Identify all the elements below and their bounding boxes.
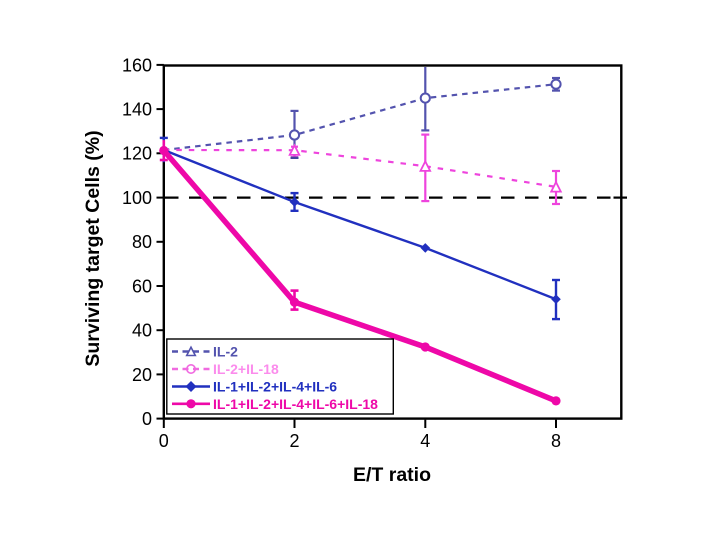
svg-text:IL-1+IL-2+IL-4+IL-6+IL-18: IL-1+IL-2+IL-4+IL-6+IL-18 (213, 396, 378, 412)
svg-text:0: 0 (142, 409, 152, 429)
svg-text:140: 140 (122, 100, 152, 120)
svg-text:Surviving target Cells (%): Surviving target Cells (%) (82, 130, 104, 366)
svg-text:2: 2 (289, 431, 299, 451)
svg-text:0: 0 (159, 431, 169, 451)
svg-text:IL-2+IL-18: IL-2+IL-18 (213, 361, 279, 377)
svg-text:100: 100 (122, 188, 152, 208)
svg-text:IL-1+IL-2+IL-4+IL-6: IL-1+IL-2+IL-4+IL-6 (213, 379, 337, 395)
svg-text:40: 40 (132, 321, 152, 341)
svg-text:60: 60 (132, 276, 152, 296)
svg-text:80: 80 (132, 232, 152, 252)
svg-text:IL-2: IL-2 (213, 344, 238, 360)
svg-text:8: 8 (551, 431, 561, 451)
svg-text:4: 4 (420, 431, 430, 451)
svg-text:160: 160 (122, 55, 152, 75)
svg-text:120: 120 (122, 144, 152, 164)
svg-text:20: 20 (132, 365, 152, 385)
svg-text:E/T ratio: E/T ratio (353, 464, 431, 486)
